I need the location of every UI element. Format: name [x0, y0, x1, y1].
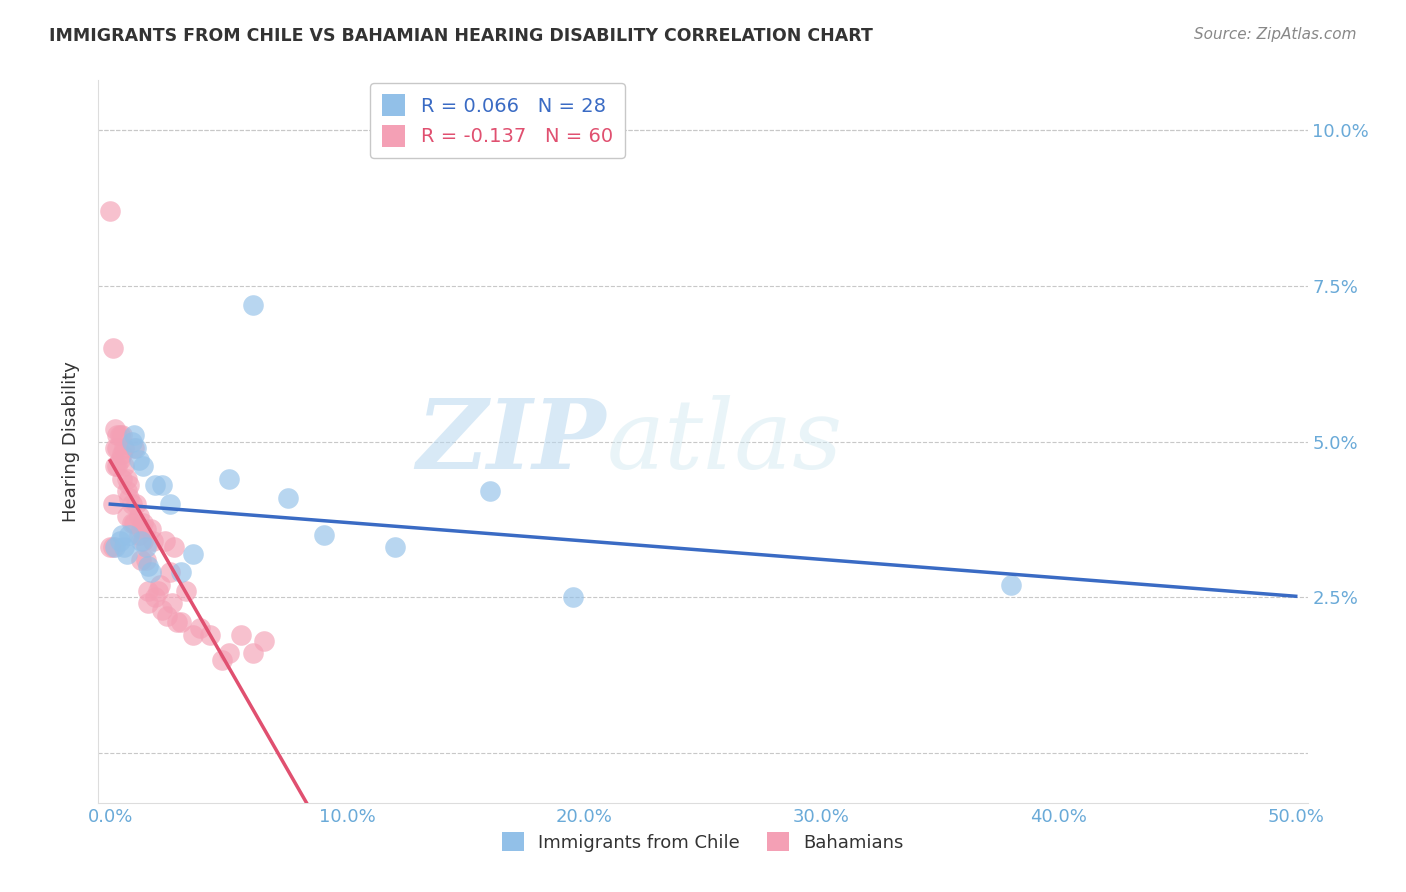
Point: [159, 566, 181, 580]
Point: [159, 497, 181, 511]
Point: [129, 553, 152, 567]
Point: [139, 566, 162, 580]
Point: [118, 478, 141, 492]
Point: [129, 534, 152, 549]
Point: [128, 509, 150, 524]
Point: [152, 478, 174, 492]
Point: [136, 597, 159, 611]
Point: [105, 428, 128, 442]
Point: [111, 428, 134, 442]
Point: [108, 428, 131, 442]
Point: [198, 627, 221, 641]
Point: [98, 204, 121, 219]
Point: [104, 541, 127, 555]
Point: [129, 522, 152, 536]
Point: [136, 559, 159, 574]
Text: IMMIGRANTS FROM CHILE VS BAHAMIAN HEARING DISABILITY CORRELATION CHART: IMMIGRANTS FROM CHILE VS BAHAMIAN HEARIN…: [49, 27, 873, 45]
Point: [1000, 578, 1022, 592]
Point: [242, 646, 264, 660]
Point: [242, 297, 264, 311]
Point: [160, 597, 183, 611]
Point: [125, 497, 148, 511]
Point: [170, 615, 193, 630]
Point: [108, 534, 131, 549]
Point: [166, 615, 188, 630]
Point: [115, 484, 138, 499]
Point: [118, 528, 141, 542]
Point: [135, 541, 157, 555]
Point: [142, 534, 165, 549]
Point: [111, 528, 134, 542]
Point: [128, 528, 150, 542]
Y-axis label: Hearing Disability: Hearing Disability: [62, 361, 80, 522]
Point: [163, 541, 186, 555]
Point: [229, 627, 252, 641]
Point: [181, 547, 204, 561]
Point: [111, 472, 134, 486]
Point: [98, 541, 121, 555]
Point: [128, 453, 150, 467]
Text: ZIP: ZIP: [416, 394, 606, 489]
Point: [312, 528, 335, 542]
Point: [132, 516, 155, 530]
Point: [125, 441, 148, 455]
Point: [277, 491, 299, 505]
Point: [478, 484, 501, 499]
Point: [156, 609, 179, 624]
Point: [211, 652, 233, 666]
Point: [114, 441, 136, 455]
Point: [146, 584, 169, 599]
Point: [101, 341, 124, 355]
Point: [152, 603, 174, 617]
Point: [104, 422, 127, 436]
Point: [143, 478, 166, 492]
Point: [132, 534, 155, 549]
Point: [561, 591, 583, 605]
Point: [135, 522, 157, 536]
Point: [105, 459, 128, 474]
Point: [121, 434, 143, 449]
Point: [253, 633, 276, 648]
Text: atlas: atlas: [606, 394, 842, 489]
Point: [153, 534, 176, 549]
Text: Source: ZipAtlas.com: Source: ZipAtlas.com: [1194, 27, 1357, 42]
Point: [104, 459, 127, 474]
Point: [115, 472, 138, 486]
Point: [104, 441, 127, 455]
Point: [170, 566, 193, 580]
Point: [135, 553, 157, 567]
Point: [108, 453, 131, 467]
Point: [136, 584, 159, 599]
Point: [121, 497, 143, 511]
Point: [122, 428, 145, 442]
Point: [149, 578, 172, 592]
Point: [118, 491, 141, 505]
Point: [105, 441, 128, 455]
Point: [114, 541, 136, 555]
Point: [139, 522, 162, 536]
Point: [143, 591, 166, 605]
Point: [101, 497, 124, 511]
Point: [101, 541, 124, 555]
Point: [132, 459, 155, 474]
Point: [218, 472, 240, 486]
Point: [111, 447, 134, 461]
Point: [122, 516, 145, 530]
Point: [174, 584, 197, 599]
Point: [121, 516, 143, 530]
Point: [114, 459, 136, 474]
Legend: Immigrants from Chile, Bahamians: Immigrants from Chile, Bahamians: [495, 824, 911, 859]
Point: [384, 541, 406, 555]
Point: [218, 646, 240, 660]
Point: [181, 627, 204, 641]
Point: [115, 509, 138, 524]
Point: [122, 441, 145, 455]
Point: [190, 621, 212, 635]
Point: [115, 547, 138, 561]
